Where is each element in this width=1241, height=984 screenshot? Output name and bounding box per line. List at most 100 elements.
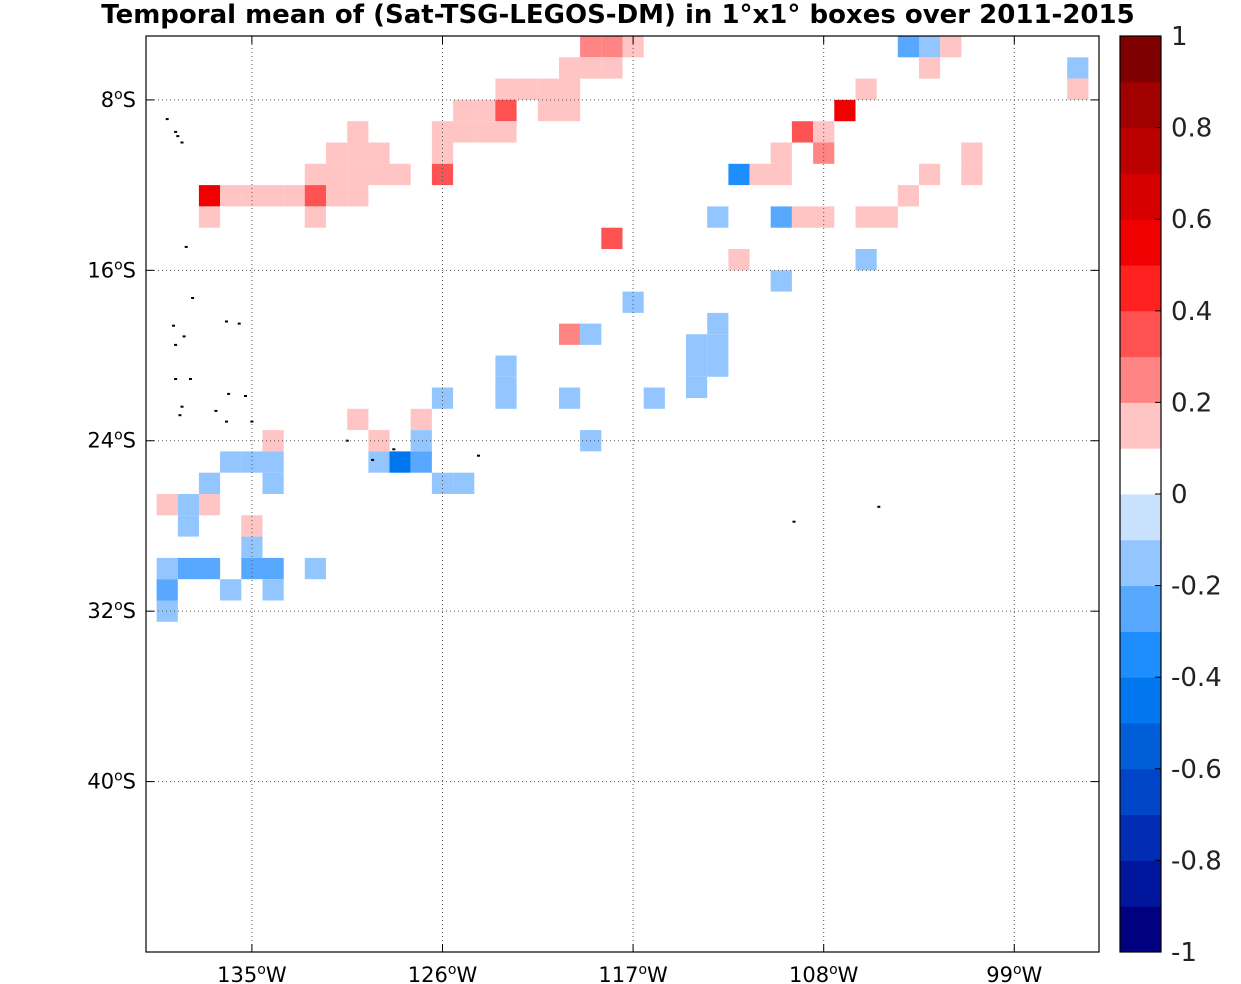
- data-cell: [262, 185, 284, 207]
- data-cell: [559, 99, 581, 122]
- data-cell: [516, 78, 538, 100]
- data-cell: [347, 163, 369, 186]
- data-cell: [940, 36, 962, 58]
- data-cells: [156, 36, 1089, 622]
- data-cell: [410, 451, 432, 473]
- colorbar-segment: [1120, 906, 1161, 953]
- colorbar-segment: [1120, 539, 1161, 587]
- data-cell: [1067, 78, 1089, 100]
- data-cell: [283, 185, 305, 207]
- data-cell: [368, 451, 390, 473]
- data-cell: [304, 163, 326, 186]
- colorbar-segment: [1120, 585, 1161, 632]
- island-marker: [877, 505, 881, 508]
- data-cell: [474, 99, 496, 122]
- data-cell: [686, 376, 708, 399]
- colorbar-segment: [1120, 310, 1161, 358]
- data-cell: [813, 121, 835, 143]
- data-cell: [580, 57, 602, 79]
- data-cell: [813, 206, 835, 228]
- data-cell: [431, 387, 454, 409]
- colorbar-segment: [1120, 402, 1161, 449]
- data-cell: [347, 142, 369, 164]
- island-marker: [172, 324, 175, 327]
- x-tick-label: 126oW: [408, 962, 478, 984]
- data-cell: [220, 579, 242, 601]
- data-cell: [580, 36, 602, 58]
- data-cell: [241, 185, 263, 207]
- data-cell: [347, 408, 369, 431]
- colorbar-tick-label: 0.6: [1171, 205, 1212, 235]
- island-marker: [174, 378, 178, 380]
- colorbar-segment: [1120, 860, 1161, 907]
- data-cell: [495, 78, 517, 100]
- island-marker: [176, 135, 180, 138]
- data-cell: [601, 227, 623, 249]
- island-marker: [371, 458, 375, 461]
- data-cell: [601, 57, 623, 79]
- data-cell: [262, 557, 284, 580]
- data-cell: [198, 494, 221, 516]
- data-cell: [156, 557, 178, 580]
- island-marker: [165, 118, 169, 121]
- data-cell: [495, 121, 517, 143]
- colorbar-segment: [1120, 814, 1161, 861]
- y-tick-label: 32oS: [87, 598, 136, 623]
- axis-ticks: 135oW 126oW 117oW 108oW 99oW 8oS 16oS 24oS 32oS 4…: [87, 36, 1099, 984]
- data-cell: [855, 206, 877, 228]
- data-cell: [304, 206, 326, 228]
- colorbar-segment: [1120, 677, 1161, 724]
- colorbar-tick-label: 0.4: [1171, 297, 1212, 327]
- data-cell: [791, 121, 814, 143]
- data-cell: [156, 579, 178, 601]
- data-cell: [453, 472, 475, 494]
- data-cell: [707, 334, 729, 356]
- island-marker: [244, 395, 247, 397]
- data-cell: [368, 163, 390, 186]
- data-cell: [220, 451, 242, 473]
- data-cell: [453, 99, 475, 122]
- island-marker: [191, 297, 195, 299]
- data-cell: [897, 36, 919, 58]
- data-cell: [919, 163, 941, 186]
- data-cell: [770, 270, 792, 292]
- data-cell: [622, 36, 644, 58]
- colorbar-segment: [1120, 356, 1161, 403]
- islands: [165, 118, 881, 523]
- data-cell: [326, 185, 348, 207]
- island-marker: [189, 378, 192, 380]
- x-tick-label: 108oW: [789, 962, 859, 984]
- colorbar-tick-label: 0: [1171, 480, 1188, 510]
- data-cell: [368, 142, 390, 164]
- data-cell: [897, 185, 919, 207]
- colorbar-tick-label: -0.4: [1171, 663, 1222, 693]
- data-cell: [431, 472, 454, 494]
- colorbar-segment: [1120, 127, 1161, 174]
- data-cell: [389, 163, 411, 186]
- island-marker: [237, 322, 241, 325]
- colorbar-segment: [1120, 768, 1161, 816]
- chart-title: Temporal mean of (Sat-TSG-LEGOS-DM) in 1…: [101, 0, 1134, 30]
- data-cell: [537, 99, 559, 122]
- island-marker: [174, 130, 178, 133]
- island-marker: [477, 454, 480, 457]
- data-cell: [601, 36, 623, 58]
- data-cell: [156, 600, 178, 622]
- x-tick-label: 99oW: [986, 962, 1042, 984]
- data-cell: [1067, 57, 1089, 79]
- data-cell: [770, 163, 792, 186]
- island-marker: [182, 335, 186, 338]
- colorbar: 1 0.8 0.6 0.4 0.2 0 -0.2 -0.4 -0.6 -0.8 -1: [1119, 22, 1222, 968]
- data-cell: [855, 249, 877, 271]
- colorbar-segment: [1120, 173, 1161, 220]
- data-cell: [707, 206, 729, 228]
- island-marker: [227, 392, 231, 395]
- island-marker: [214, 409, 218, 412]
- data-cell: [834, 99, 856, 122]
- data-cell: [241, 515, 263, 537]
- data-cell: [919, 57, 941, 79]
- data-cell: [707, 312, 729, 335]
- data-cell: [262, 579, 284, 601]
- x-tick-label: 117oW: [598, 962, 668, 984]
